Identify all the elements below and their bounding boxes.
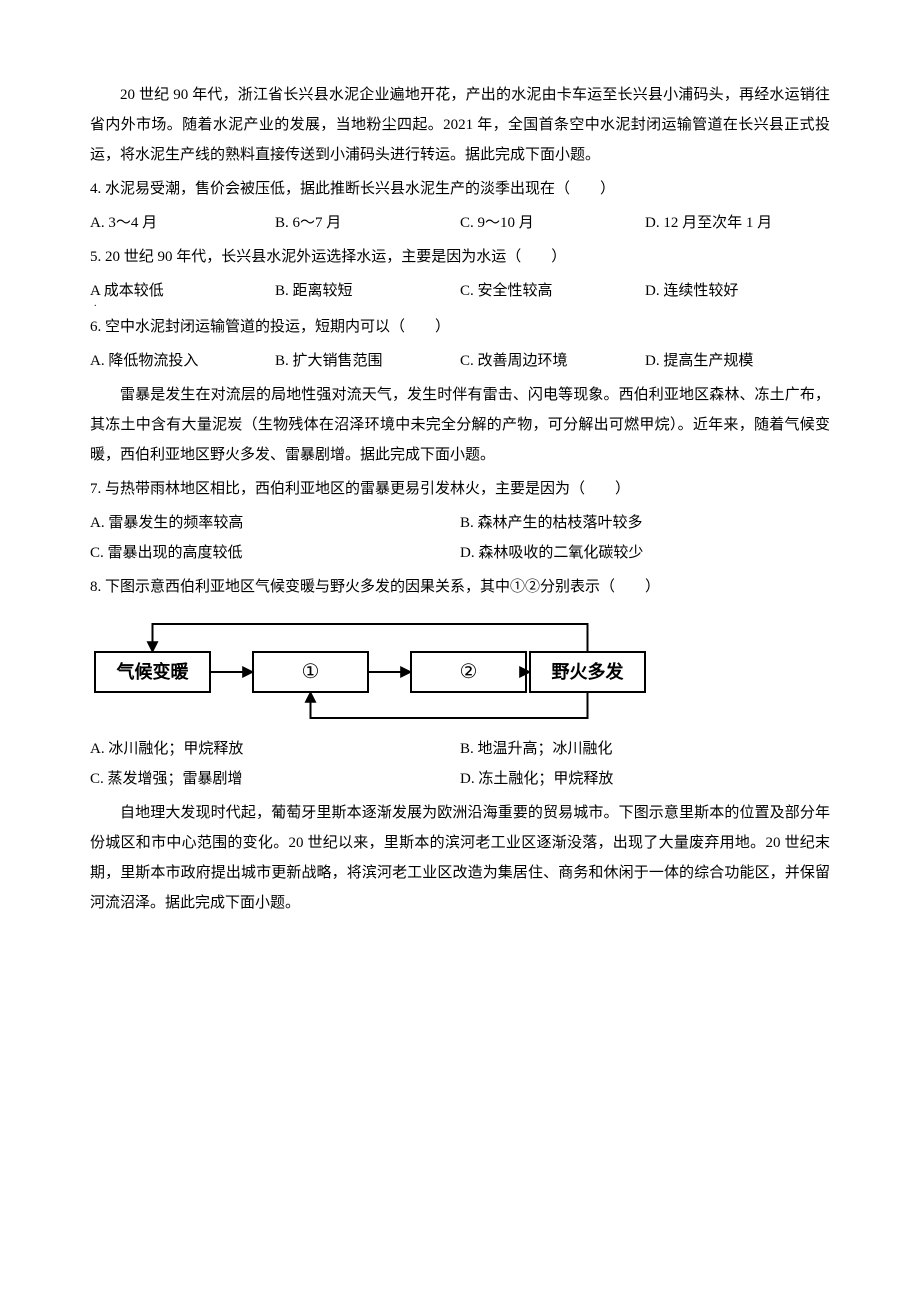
q7-opt-d: D. 森林吸收的二氧化碳较少 [460,538,830,568]
q5-opt-a: A 成本较低 [90,276,275,306]
passage-3: 自地理大发现时代起，葡萄牙里斯本逐渐发展为欧洲沿海重要的贸易城市。下图示意里斯本… [90,798,830,918]
q8-opt-a: A. 冰川融化；甲烷释放 [90,734,460,764]
svg-text:野火多发: 野火多发 [552,661,625,682]
q5-stem: 5. 20 世纪 90 年代，长兴县水泥外运选择水运，主要是因为水运（ ） [90,242,830,272]
q6-opt-d: D. 提高生产规模 [645,346,830,376]
q4-opt-d: D. 12 月至次年 1 月 [645,208,830,238]
passage-1: 20 世纪 90 年代，浙江省长兴县水泥企业遍地开花，产出的水泥由卡车运至长兴县… [90,80,830,170]
flowchart-svg: 气候变暖 ① ② 野火多发 [90,616,650,724]
svg-text:①: ① [302,661,320,683]
q5-opt-b: B. 距离较短 [275,276,460,306]
q7-stem: 7. 与热带雨林地区相比，西伯利亚地区的雷暴更易引发林火，主要是因为（ ） [90,474,830,504]
q4-stem: 4. 水泥易受潮，售价会被压低，据此推断长兴县水泥生产的淡季出现在（ ） [90,174,830,204]
q5-opt-c: C. 安全性较高 [460,276,645,306]
q4-opt-c: C. 9～10 月 [460,208,645,238]
q6-opt-c: C. 改善周边环境 [460,346,645,376]
q5-options: A 成本较低 B. 距离较短 C. 安全性较高 D. 连续性较好 [90,276,830,306]
q8-opt-b: B. 地温升高；冰川融化 [460,734,830,764]
q7-opt-a: A. 雷暴发生的频率较高 [90,508,460,538]
q4-options: A. 3～4 月 B. 6～7 月 C. 9～10 月 D. 12 月至次年 1… [90,208,830,238]
q6-opt-a: A. 降低物流投入 [90,346,275,376]
q8-diagram: 气候变暖 ① ② 野火多发 [90,616,650,724]
q7-opt-b: B. 森林产生的枯枝落叶较多 [460,508,830,538]
q6-options: A. 降低物流投入 B. 扩大销售范围 C. 改善周边环境 D. 提高生产规模 [90,346,830,376]
q8-options: A. 冰川融化；甲烷释放 B. 地温升高；冰川融化 C. 蒸发增强；雷暴剧增 D… [90,734,830,794]
q8-opt-c: C. 蒸发增强；雷暴剧增 [90,764,460,794]
q6-opt-b: B. 扩大销售范围 [275,346,460,376]
passage-2: 雷暴是发生在对流层的局地性强对流天气，发生时伴有雷击、闪电等现象。西伯利亚地区森… [90,380,830,470]
q7-opt-c: C. 雷暴出现的高度较低 [90,538,460,568]
svg-text:气候变暖: 气候变暖 [116,661,190,682]
q5-opt-d: D. 连续性较好 [645,276,830,306]
q8-stem: 8. 下图示意西伯利亚地区气候变暖与野火多发的因果关系，其中①②分别表示（ ） [90,572,830,602]
q8-opt-d: D. 冻土融化；甲烷释放 [460,764,830,794]
q4-opt-b: B. 6～7 月 [275,208,460,238]
svg-text:②: ② [460,661,478,683]
q6-stem: 6. 空中水泥封闭运输管道的投运，短期内可以（ ） [90,312,830,342]
q4-opt-a: A. 3～4 月 [90,208,275,238]
q7-options: A. 雷暴发生的频率较高 B. 森林产生的枯枝落叶较多 C. 雷暴出现的高度较低… [90,508,830,568]
